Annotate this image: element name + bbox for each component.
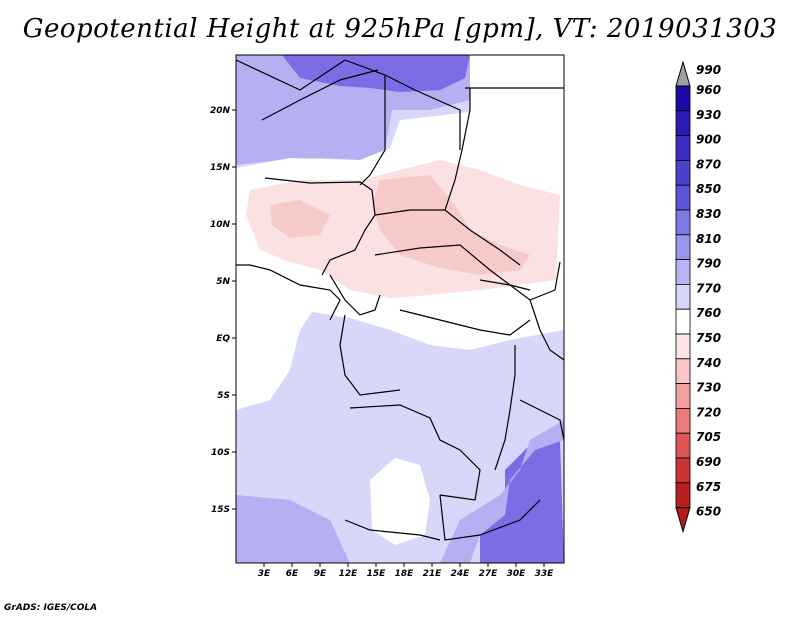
- colorbar-label: 770: [696, 281, 721, 295]
- lon-label: 18E: [395, 569, 415, 579]
- colorbar-label: 730: [696, 381, 721, 395]
- colorbar-cap-top: [676, 62, 690, 86]
- map-canvas: 20N 15N 10N 5N EQ 5S 10S 15S 3E 6E 9E 12…: [0, 0, 800, 618]
- colorbar-swatch: [676, 309, 690, 334]
- lat-label: 20N: [210, 106, 231, 116]
- colorbar-swatch: [676, 235, 690, 260]
- colorbar-swatch: [676, 86, 690, 111]
- colorbar-swatch: [676, 185, 690, 210]
- colorbar-label: 750: [696, 331, 721, 345]
- colorbar-label: 830: [696, 207, 721, 221]
- colorbar-label: 870: [696, 157, 721, 171]
- colorbar-swatch: [676, 334, 690, 359]
- lon-label: 24E: [451, 569, 471, 579]
- colorbar-label: 675: [696, 480, 721, 494]
- colorbar-swatch: [676, 483, 690, 508]
- longitude-axis: 3E 6E 9E 12E 15E 18E 21E 24E 27E 30E 33E: [258, 569, 554, 579]
- lon-label: 3E: [258, 569, 271, 579]
- lat-label: 15N: [210, 163, 231, 173]
- colorbar-label: 790: [696, 257, 721, 271]
- colorbar-label: 960: [696, 83, 721, 97]
- latitude-ticks: [232, 110, 236, 509]
- colorbar-swatch: [676, 433, 690, 458]
- lon-label: 30E: [507, 569, 527, 579]
- height-field: [236, 55, 564, 563]
- lat-label: 15S: [211, 505, 230, 515]
- footer-credit: GrADS: IGES/COLA: [4, 603, 97, 613]
- lat-label: 5S: [217, 391, 230, 401]
- colorbar-swatch: [676, 359, 690, 384]
- colorbar-swatch: [676, 384, 690, 409]
- colorbar: 990 960 930 900 870 850 830 810 790 770 760 750 740 7…: [676, 62, 721, 532]
- lon-label: 12E: [339, 569, 359, 579]
- lon-label: 9E: [314, 569, 327, 579]
- colorbar-label: 850: [696, 182, 721, 196]
- colorbar-label: 690: [696, 455, 721, 469]
- lat-label: 5N: [216, 277, 230, 287]
- colorbar-label: 650: [696, 505, 721, 519]
- colorbar-label: 930: [696, 108, 721, 122]
- lon-label: 6E: [286, 569, 299, 579]
- colorbar-cap-bottom: [676, 508, 690, 532]
- latitude-axis: 20N 15N 10N 5N EQ 5S 10S 15S: [210, 106, 231, 515]
- colorbar-label: 705: [696, 430, 721, 444]
- lat-label: 10N: [210, 220, 231, 230]
- lon-label: 33E: [535, 569, 555, 579]
- colorbar-swatch: [676, 260, 690, 285]
- colorbar-label: 990: [696, 63, 721, 77]
- lat-label: EQ: [216, 334, 230, 344]
- colorbar-label: 760: [696, 306, 721, 320]
- colorbar-label: 900: [696, 133, 721, 147]
- colorbar-label: 810: [696, 232, 721, 246]
- longitude-ticks: [264, 563, 544, 567]
- colorbar-swatch: [676, 284, 690, 309]
- colorbar-swatch: [676, 408, 690, 433]
- colorbar-label: 720: [696, 405, 721, 419]
- lon-label: 15E: [367, 569, 387, 579]
- colorbar-swatch: [676, 111, 690, 136]
- colorbar-swatch: [676, 210, 690, 235]
- lon-label: 27E: [479, 569, 499, 579]
- colorbar-swatch: [676, 458, 690, 483]
- lat-label: 10S: [211, 448, 230, 458]
- colorbar-swatch: [676, 136, 690, 161]
- colorbar-swatch: [676, 160, 690, 185]
- colorbar-label: 740: [696, 356, 721, 370]
- lon-label: 21E: [423, 569, 443, 579]
